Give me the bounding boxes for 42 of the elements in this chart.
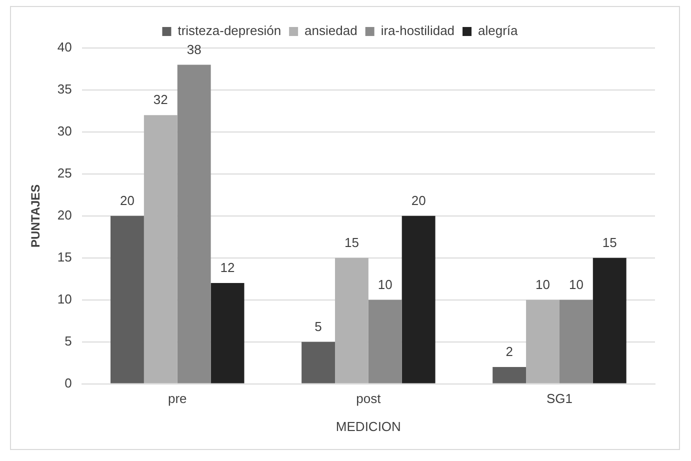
y-tick-label: 40 [57, 40, 72, 55]
x-tick-label: pre [168, 391, 187, 406]
legend-label: ira-hostilidad [380, 23, 455, 38]
legend-label: alegría [478, 23, 519, 38]
bar [334, 258, 368, 384]
y-tick-label: 5 [64, 333, 72, 348]
bar [592, 258, 626, 384]
y-tick-label: 10 [57, 291, 72, 306]
data-label: 15 [344, 234, 359, 250]
bar [368, 300, 402, 384]
y-tick-label: 20 [57, 207, 72, 222]
y-axis-title: PUNTAJES [28, 184, 43, 248]
bar [144, 115, 178, 384]
data-label: 38 [186, 42, 202, 57]
y-tick-label: 30 [57, 124, 72, 139]
data-label: 10 [378, 276, 392, 292]
data-label: 20 [411, 192, 426, 208]
bar [302, 342, 335, 384]
data-label: 20 [120, 192, 134, 208]
data-label: 5 [314, 318, 322, 334]
y-tick-label: 0 [64, 375, 72, 390]
data-label: 2 [506, 344, 513, 360]
bar [402, 216, 436, 384]
y-tick-label: 25 [57, 166, 72, 181]
bar [526, 300, 560, 384]
bar [210, 283, 244, 384]
x-tick-label: post [356, 391, 382, 406]
data-label: 10 [536, 276, 550, 292]
data-label: 32 [153, 92, 168, 108]
legend-label: tristeza-depresión [178, 23, 282, 38]
y-tick-label: 15 [57, 249, 72, 264]
y-tick-label: 35 [57, 82, 72, 97]
x-axis-title: MEDICION [336, 418, 401, 434]
legend-label: ansiedad [304, 23, 358, 38]
bar [559, 300, 593, 384]
bar [110, 216, 144, 384]
bar [492, 367, 526, 384]
data-label: 12 [220, 260, 235, 276]
bar [177, 64, 211, 384]
data-label: 10 [568, 276, 584, 292]
data-label: 15 [602, 234, 617, 250]
x-tick-label: SG1 [546, 391, 572, 406]
